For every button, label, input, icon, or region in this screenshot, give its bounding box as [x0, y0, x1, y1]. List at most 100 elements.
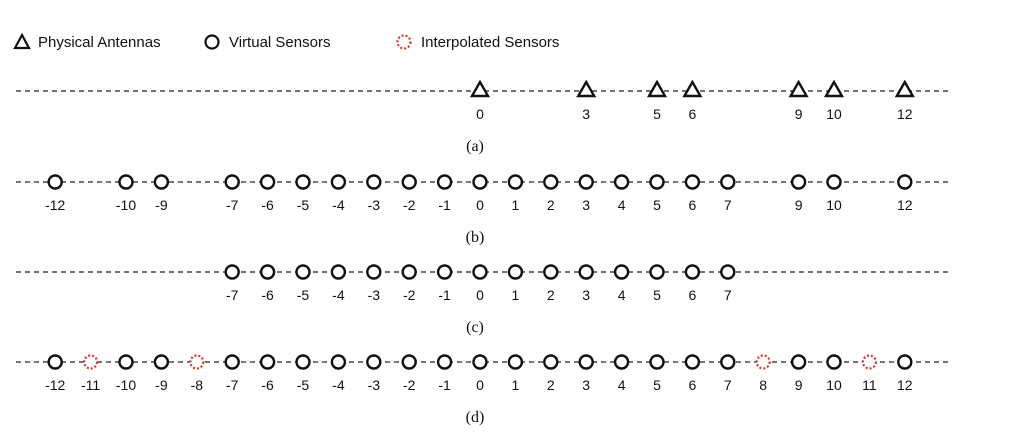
circle-marker-icon — [543, 174, 559, 190]
legend: Physical Antennas Virtual Sensors Interp… — [13, 32, 559, 51]
circle-marker-icon — [330, 264, 347, 280]
circle-marker-icon — [684, 174, 701, 190]
position-label: 0 — [476, 377, 484, 393]
position-label: 9 — [795, 197, 803, 213]
position-label: 12 — [897, 106, 913, 122]
position-label: -5 — [297, 197, 310, 213]
position-label: 8 — [759, 377, 767, 393]
position-label: -3 — [368, 287, 381, 303]
position-label: 4 — [618, 287, 626, 303]
position-label: 2 — [547, 287, 555, 303]
legend-label-physical: Physical Antennas — [38, 34, 161, 51]
circle-marker-icon — [613, 174, 630, 190]
legend-dotted-circle-icon — [396, 34, 412, 50]
position-label: 3 — [582, 287, 590, 303]
circle-marker-icon — [366, 174, 382, 190]
circle-marker-icon — [259, 264, 276, 280]
circle-marker-icon — [436, 354, 453, 370]
circle-marker-icon — [47, 174, 63, 190]
position-label: 2 — [547, 197, 555, 213]
row-caption: (d) — [466, 409, 485, 426]
position-label: -9 — [155, 197, 168, 213]
circle-marker-icon — [366, 354, 382, 370]
row-caption: (c) — [466, 319, 484, 336]
circle-marker-icon — [684, 264, 701, 280]
circle-marker-icon — [543, 354, 559, 370]
legend-circle-icon — [204, 34, 220, 50]
position-label: -3 — [368, 377, 381, 393]
triangle-marker-icon — [646, 79, 668, 98]
dotted-circle-marker-icon — [189, 354, 205, 370]
array-row-1: -12 -10 -9 -7 -6 -5 -4 -3 -2 -1 0 1 2 3 4 5 6 7 9 10 12(b) — [16, 174, 948, 246]
circle-marker-icon — [543, 264, 559, 280]
position-label: 9 — [795, 106, 803, 122]
position-label: 12 — [897, 197, 913, 213]
position-label: -1 — [438, 197, 451, 213]
row-caption: (a) — [466, 138, 484, 155]
legend-item-interpolated: Interpolated Sensors — [396, 34, 559, 51]
array-row-0: 0 3 5 6 9 10 12 (a) — [16, 79, 948, 155]
position-label: -1 — [438, 287, 451, 303]
position-label: 3 — [582, 377, 590, 393]
circle-marker-icon — [826, 354, 842, 370]
circle-marker-icon — [224, 354, 240, 370]
dotted-circle-marker-icon — [861, 354, 878, 370]
dotted-circle-marker-icon — [82, 354, 99, 370]
circle-marker-icon — [720, 174, 736, 190]
legend-label-virtual: Virtual Sensors — [229, 34, 330, 51]
position-label: -9 — [155, 377, 168, 393]
position-label: 4 — [618, 377, 626, 393]
position-label: 2 — [547, 377, 555, 393]
circle-marker-icon — [897, 174, 913, 190]
circle-marker-icon — [897, 354, 913, 370]
circle-marker-icon — [153, 174, 170, 190]
legend-triangle-icon — [13, 32, 31, 50]
position-label: 5 — [653, 106, 661, 122]
circle-marker-icon — [295, 264, 311, 280]
position-label: 3 — [582, 106, 590, 122]
triangle-marker-icon — [469, 79, 491, 98]
circle-marker-icon — [295, 354, 311, 370]
position-label: -5 — [297, 377, 310, 393]
circle-marker-icon — [259, 354, 276, 370]
circle-marker-icon — [366, 264, 382, 280]
position-label: -7 — [226, 197, 239, 213]
position-label: 1 — [512, 377, 520, 393]
position-label: 0 — [476, 197, 484, 213]
position-label: -2 — [403, 197, 416, 213]
circle-marker-icon — [507, 264, 524, 280]
position-label: 10 — [826, 106, 842, 122]
array-row-3: -12 -11 -10 -9 -8 -7 -6 -5 -4 -3 -2 -1 0 1 2 3 4 5 6 7 8 9 10 1… — [16, 354, 948, 426]
position-label: 7 — [724, 287, 732, 303]
circle-marker-icon — [613, 354, 630, 370]
circle-marker-icon — [790, 174, 807, 190]
position-label: 12 — [897, 377, 913, 393]
circle-marker-icon — [401, 354, 417, 370]
circle-marker-icon — [436, 264, 453, 280]
legend-item-virtual: Virtual Sensors — [204, 34, 330, 51]
position-label: 6 — [689, 106, 697, 122]
row-caption: (b) — [466, 229, 485, 246]
array-rows: 0 3 5 6 9 10 12(a)-12 -10 -9 -7 -6 -5 -4 -3 -2 -1 0 1 2 3 4 5… — [16, 79, 948, 426]
position-label: -12 — [45, 197, 65, 213]
circle-marker-icon — [826, 174, 842, 190]
circle-marker-icon — [295, 174, 311, 190]
position-label: -1 — [438, 377, 451, 393]
circle-marker-icon — [153, 354, 170, 370]
position-label: 10 — [826, 377, 842, 393]
array-row-2: -7 -6 -5 -4 -3 -2 -1 0 1 2 3 4 5 6 7 (c) — [16, 264, 948, 336]
position-label: 6 — [689, 377, 697, 393]
triangle-marker-icon — [823, 79, 845, 98]
position-label: -11 — [81, 377, 100, 393]
position-label: 5 — [653, 287, 661, 303]
position-label: -10 — [116, 377, 136, 393]
position-label: 1 — [512, 287, 520, 303]
circle-marker-icon — [47, 354, 63, 370]
circle-marker-icon — [259, 174, 276, 190]
position-label: 5 — [653, 377, 661, 393]
circle-marker-icon — [578, 174, 594, 190]
position-label: 0 — [476, 287, 484, 303]
circle-marker-icon — [578, 264, 594, 280]
position-label: -4 — [332, 377, 345, 393]
position-label: -8 — [191, 377, 204, 393]
